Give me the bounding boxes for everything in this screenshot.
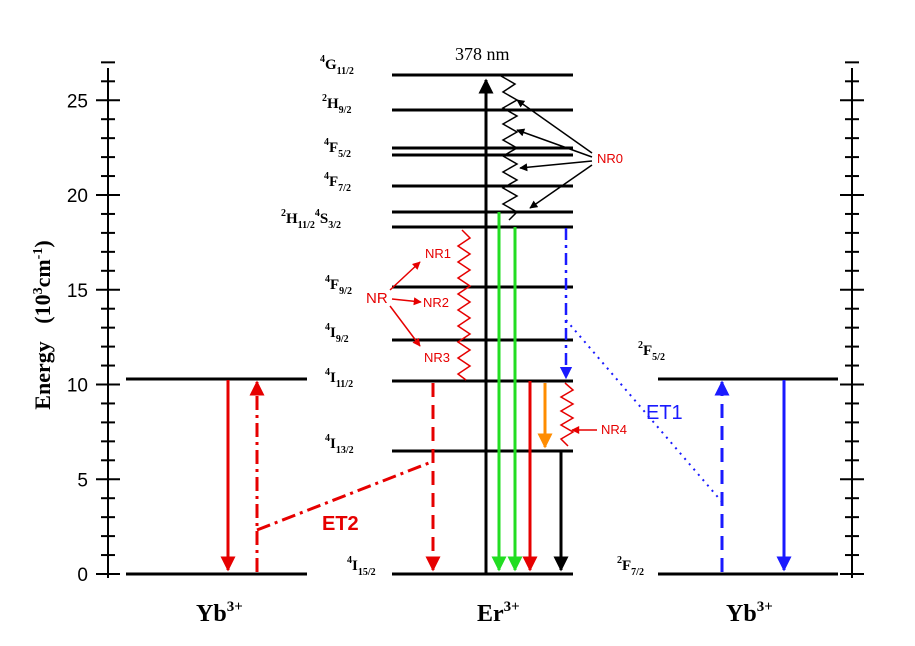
nr-branch-arrows	[389, 261, 422, 347]
et2-label: ET2	[322, 513, 359, 535]
level-label-4i9-2: 4I9/2	[325, 322, 349, 345]
right-axis	[840, 61, 864, 578]
level-label-4g11-2: 4G11/2	[320, 54, 354, 77]
et1-transfer-line	[565, 319, 723, 503]
nr2-label: NR2	[423, 295, 449, 310]
ion-label-yb-right: Yb3+	[726, 599, 773, 627]
y-tick-label: 15	[67, 281, 88, 302]
nr4-zigzag	[559, 382, 575, 447]
er-levels	[392, 73, 573, 576]
level-label-2h11-2-4s3-2: 2H11/24S3/2	[281, 208, 341, 231]
nr-red-zigzag	[456, 229, 472, 381]
left-axis-ticks	[96, 61, 120, 575]
er-level-labels: 4G11/2 2H9/2 4F5/2 4F7/2 2H11/24S3/2 4F9…	[281, 54, 376, 578]
level-label-4f7-2: 4F7/2	[324, 171, 351, 194]
yb-level-labels: 2F5/2 2F7/2	[617, 340, 665, 578]
y-tick-label: 0	[77, 565, 88, 586]
level-label-4i15-2: 4I15/2	[347, 555, 376, 578]
nr0-arrows	[516, 99, 593, 209]
yb-right-levels	[658, 377, 838, 576]
level-label-4f5-2: 4F5/2	[324, 137, 351, 160]
left-axis: 0 5 10 15 20 25	[67, 61, 120, 586]
y-tick-label: 10	[67, 376, 88, 397]
nr4-label: NR4	[601, 422, 627, 437]
ion-label-er: Er3+	[477, 599, 520, 627]
nr1-label: NR1	[425, 246, 451, 261]
ion-label-yb-left: Yb3+	[196, 599, 243, 627]
et2-transfer-line	[256, 459, 435, 532]
et1-label: ET1	[646, 402, 683, 424]
level-label-2h9-2: 2H9/2	[322, 93, 351, 116]
level-label-2f7-2: 2F7/2	[617, 555, 644, 578]
level-label-2f5-2: 2F5/2	[638, 340, 665, 363]
level-label-4i11-2: 4I11/2	[325, 367, 353, 390]
nr0-label: NR0	[597, 151, 623, 166]
level-label-4f9-2: 4F9/2	[325, 274, 352, 297]
left-axis-tick-labels: 0 5 10 15 20 25	[67, 91, 88, 586]
y-tick-label: 5	[77, 470, 88, 491]
level-label-4i13-2: 4I13/2	[325, 433, 354, 456]
yb-left-levels	[126, 377, 307, 576]
y-axis-title: Energy (103cm-1)	[30, 240, 55, 409]
wavelength-label: 378 nm	[455, 44, 510, 64]
right-axis-ticks	[840, 61, 864, 575]
nr-label: NR	[366, 290, 388, 307]
nr3-label: NR3	[424, 350, 450, 365]
y-tick-label: 20	[67, 186, 88, 207]
y-tick-label: 25	[67, 91, 88, 112]
